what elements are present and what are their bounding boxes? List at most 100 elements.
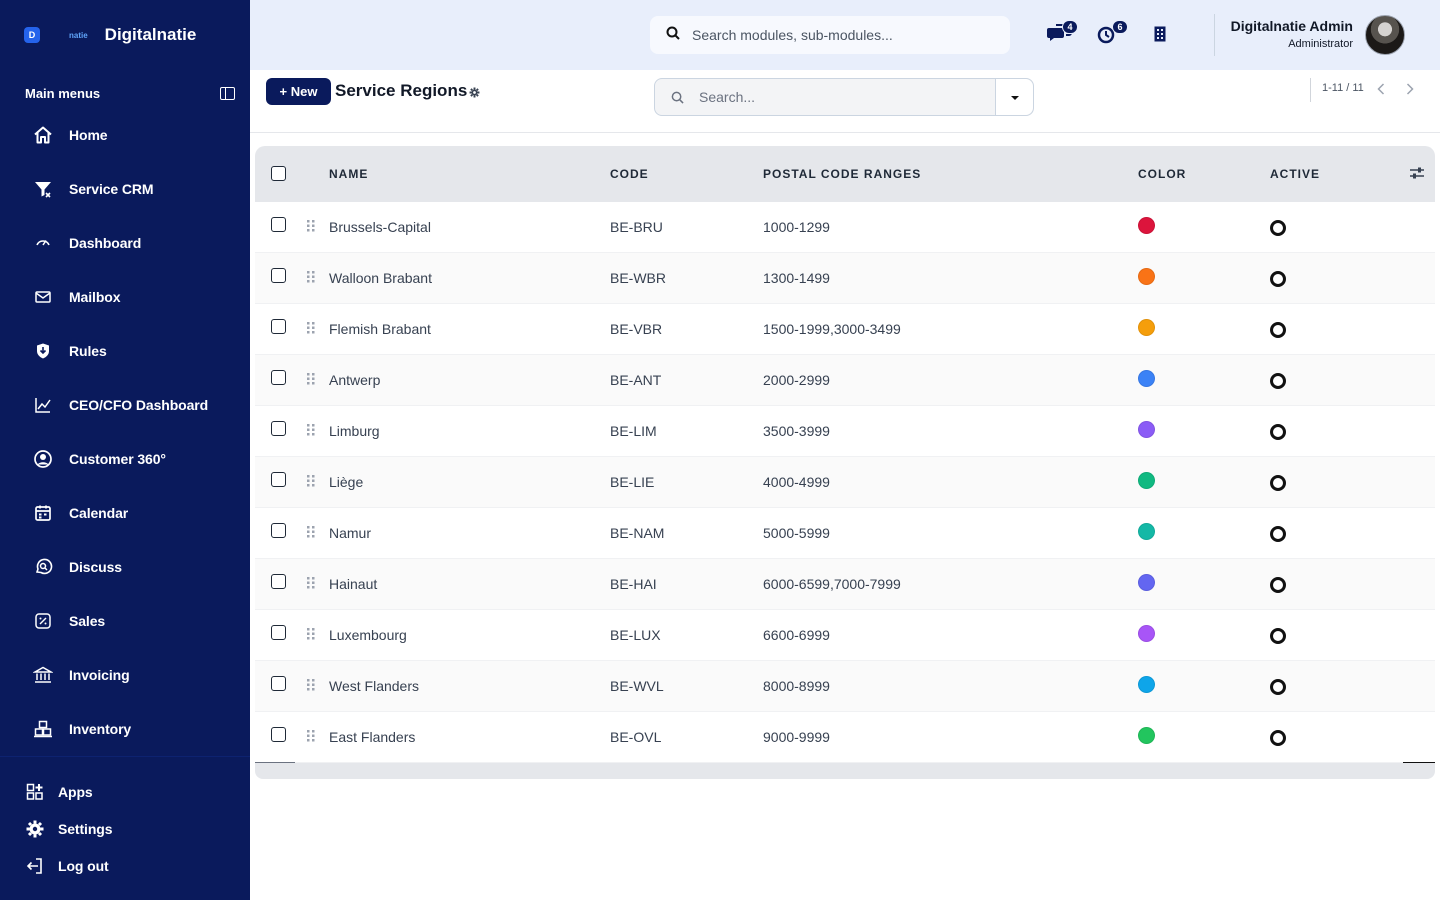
row-checkbox[interactable] bbox=[271, 319, 286, 334]
sidebar-item-customer-360[interactable]: Customer 360° bbox=[0, 432, 250, 486]
settings-gear-icon[interactable] bbox=[469, 87, 480, 101]
row-checkbox[interactable] bbox=[271, 421, 286, 436]
active-toggle[interactable] bbox=[1270, 322, 1286, 338]
cell-code: BE-LUX bbox=[610, 627, 661, 643]
cell-postal-ranges: 8000-8999 bbox=[763, 678, 830, 694]
cell-postal-ranges: 1500-1999,3000-3499 bbox=[763, 321, 901, 337]
table-footer bbox=[255, 762, 1435, 779]
cell-name: Limburg bbox=[329, 423, 380, 439]
sidebar-item-home[interactable]: Home bbox=[0, 108, 250, 162]
table-row[interactable]: Hainaut BE-HAI 6000-6599,7000-7999 bbox=[255, 559, 1435, 610]
row-checkbox[interactable] bbox=[271, 268, 286, 283]
sidebar-item-label: CEO/CFO Dashboard bbox=[69, 397, 209, 413]
drag-handle-icon[interactable] bbox=[306, 474, 316, 493]
table-row[interactable]: Liège BE-LIE 4000-4999 bbox=[255, 457, 1435, 508]
drag-handle-icon[interactable] bbox=[306, 525, 316, 544]
active-toggle[interactable] bbox=[1270, 526, 1286, 542]
column-settings-sliders-icon[interactable] bbox=[1409, 166, 1425, 185]
avatar[interactable] bbox=[1365, 15, 1405, 55]
column-header-code[interactable]: CODE bbox=[610, 167, 649, 181]
row-checkbox[interactable] bbox=[271, 574, 286, 589]
row-checkbox[interactable] bbox=[271, 370, 286, 385]
brand[interactable]: D natie Digitalnatie bbox=[24, 22, 196, 48]
row-checkbox[interactable] bbox=[271, 523, 286, 538]
table-row[interactable]: West Flanders BE-WVL 8000-8999 bbox=[255, 661, 1435, 712]
active-toggle[interactable] bbox=[1270, 424, 1286, 440]
row-checkbox[interactable] bbox=[271, 217, 286, 232]
sidebar-item-rules[interactable]: Rules bbox=[0, 324, 250, 378]
column-header-active[interactable]: ACTIVE bbox=[1270, 167, 1321, 181]
drag-handle-icon[interactable] bbox=[306, 372, 316, 391]
boxes-icon bbox=[32, 718, 54, 740]
column-header-name[interactable]: NAME bbox=[329, 167, 369, 181]
sidebar-item-logout[interactable]: Log out bbox=[0, 847, 250, 884]
active-toggle[interactable] bbox=[1270, 577, 1286, 593]
list-search-input[interactable] bbox=[699, 89, 995, 105]
table-row[interactable]: Brussels-Capital BE-BRU 1000-1299 bbox=[255, 202, 1435, 253]
sidebar-item-service-crm[interactable]: Service CRM bbox=[0, 162, 250, 216]
user-name: Digitalnatie Admin bbox=[1230, 18, 1353, 34]
table-row[interactable]: Flemish Brabant BE-VBR 1500-1999,3000-3499 bbox=[255, 304, 1435, 355]
sidebar-item-ceo-cfo-dashboard[interactable]: CEO/CFO Dashboard bbox=[0, 378, 250, 432]
drag-handle-icon[interactable] bbox=[306, 219, 316, 238]
row-checkbox[interactable] bbox=[271, 472, 286, 487]
active-toggle[interactable] bbox=[1270, 628, 1286, 644]
active-toggle[interactable] bbox=[1270, 220, 1286, 236]
pager-prev-button[interactable] bbox=[1373, 80, 1389, 98]
sidebar-collapse-icon[interactable] bbox=[220, 87, 235, 100]
search-options-dropdown[interactable] bbox=[995, 79, 1033, 115]
activities-button[interactable]: 6 bbox=[1096, 20, 1128, 46]
user-role: Administrator bbox=[1288, 38, 1353, 50]
row-checkbox[interactable] bbox=[271, 676, 286, 691]
active-toggle[interactable] bbox=[1270, 730, 1286, 746]
gauge-icon bbox=[32, 232, 54, 254]
list-search[interactable] bbox=[654, 78, 1034, 116]
drag-handle-icon[interactable] bbox=[306, 576, 316, 595]
column-header-postal[interactable]: POSTAL CODE RANGES bbox=[763, 167, 922, 181]
sidebar-item-discuss[interactable]: Discuss bbox=[0, 540, 250, 594]
color-swatch bbox=[1138, 421, 1155, 438]
select-all-checkbox[interactable] bbox=[271, 166, 286, 181]
drag-handle-icon[interactable] bbox=[306, 678, 316, 697]
table-row[interactable]: East Flanders BE-OVL 9000-9999 bbox=[255, 712, 1435, 763]
sidebar-item-mailbox[interactable]: Mailbox bbox=[0, 270, 250, 324]
cell-code: BE-BRU bbox=[610, 219, 663, 235]
sidebar-item-calendar[interactable]: Calendar bbox=[0, 486, 250, 540]
sidebar-item-settings[interactable]: Settings bbox=[0, 810, 250, 847]
drag-handle-icon[interactable] bbox=[306, 729, 316, 748]
drag-handle-icon[interactable] bbox=[306, 270, 316, 289]
messages-button[interactable]: 4 bbox=[1046, 20, 1078, 46]
pager-next-button[interactable] bbox=[1402, 80, 1418, 98]
drag-handle-icon[interactable] bbox=[306, 423, 316, 442]
sidebar-item-apps[interactable]: Apps bbox=[0, 773, 250, 810]
table-row[interactable]: Antwerp BE-ANT 2000-2999 bbox=[255, 355, 1435, 406]
cell-name: Luxembourg bbox=[329, 627, 407, 643]
table-row[interactable]: Walloon Brabant BE-WBR 1300-1499 bbox=[255, 253, 1435, 304]
global-search[interactable] bbox=[650, 16, 1010, 54]
row-checkbox[interactable] bbox=[271, 727, 286, 742]
chevron-left-icon bbox=[1377, 83, 1385, 95]
drag-handle-icon[interactable] bbox=[306, 321, 316, 340]
active-toggle[interactable] bbox=[1270, 373, 1286, 389]
active-toggle[interactable] bbox=[1270, 679, 1286, 695]
pager-value[interactable]: 1-11 / 11 bbox=[1322, 82, 1364, 94]
table-row[interactable]: Limburg BE-LIM 3500-3999 bbox=[255, 406, 1435, 457]
cell-postal-ranges: 6600-6999 bbox=[763, 627, 830, 643]
active-toggle[interactable] bbox=[1270, 271, 1286, 287]
active-toggle[interactable] bbox=[1270, 475, 1286, 491]
sidebar-item-sales[interactable]: Sales bbox=[0, 594, 250, 648]
company-button[interactable] bbox=[1153, 25, 1169, 49]
global-search-input[interactable] bbox=[692, 27, 992, 43]
cell-name: Namur bbox=[329, 525, 372, 541]
row-checkbox[interactable] bbox=[271, 625, 286, 640]
table-row[interactable]: Namur BE-NAM 5000-5999 bbox=[255, 508, 1435, 559]
new-button[interactable]: + New bbox=[266, 78, 331, 105]
table-row[interactable]: Luxembourg BE-LUX 6600-6999 bbox=[255, 610, 1435, 661]
sidebar-item-dashboard[interactable]: Dashboard bbox=[0, 216, 250, 270]
sidebar-item-inventory[interactable]: Inventory bbox=[0, 702, 250, 756]
column-header-color[interactable]: COLOR bbox=[1138, 167, 1187, 181]
sidebar-item-invoicing[interactable]: Invoicing bbox=[0, 648, 250, 702]
cell-name: Brussels-Capital bbox=[329, 219, 431, 235]
sidebar-bottom: Apps Settings Log out bbox=[0, 756, 250, 900]
drag-handle-icon[interactable] bbox=[306, 627, 316, 646]
